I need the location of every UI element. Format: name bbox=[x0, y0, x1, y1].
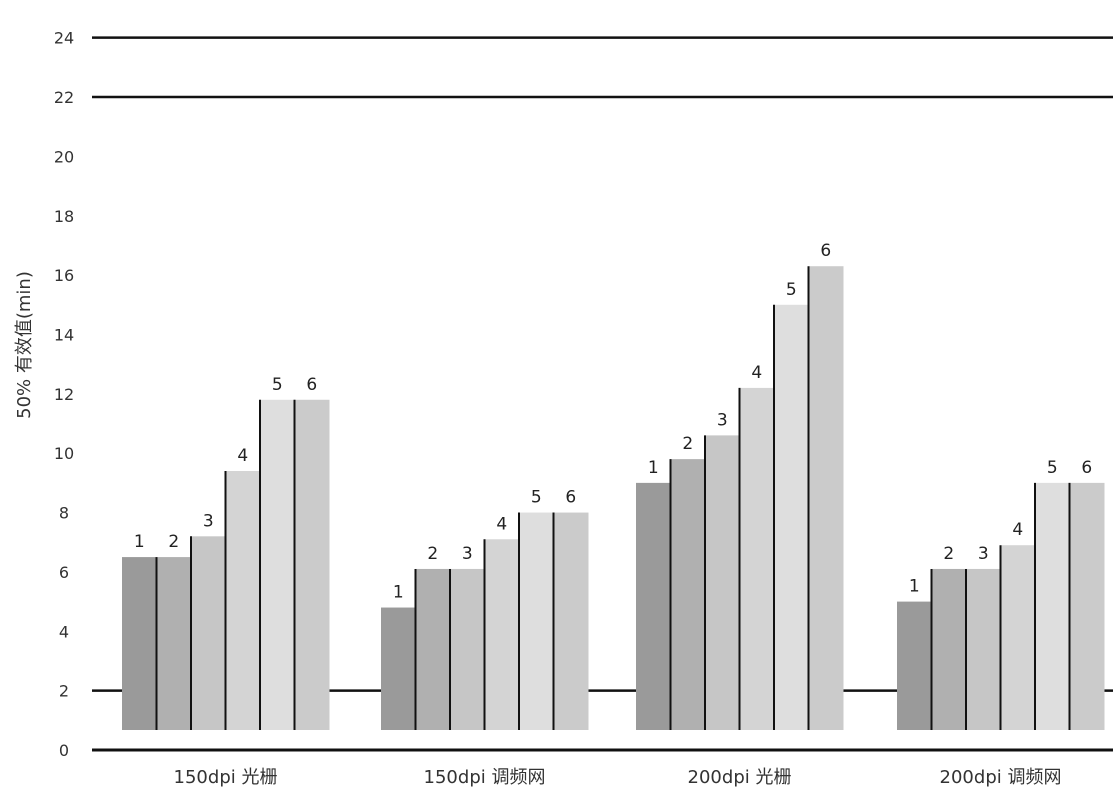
bar-label: 6 bbox=[820, 241, 831, 261]
bar bbox=[381, 607, 416, 730]
y-tick-label: 0 bbox=[59, 741, 69, 760]
bar bbox=[553, 512, 589, 730]
category-label: 150dpi 光栅 bbox=[174, 767, 278, 788]
bar bbox=[774, 304, 809, 730]
bar-label: 1 bbox=[134, 532, 145, 552]
bar-label: 1 bbox=[909, 577, 920, 597]
bar bbox=[122, 557, 157, 730]
bar-label: 5 bbox=[272, 375, 283, 395]
bar bbox=[450, 568, 485, 730]
bar bbox=[191, 536, 226, 730]
bar-label: 1 bbox=[393, 583, 404, 603]
y-tick-label: 6 bbox=[59, 563, 69, 582]
bar-label: 2 bbox=[427, 544, 438, 564]
bar bbox=[931, 568, 967, 730]
bar bbox=[156, 557, 192, 730]
y-tick-label: 20 bbox=[54, 147, 74, 166]
bar bbox=[484, 539, 520, 730]
bar-label: 6 bbox=[306, 375, 317, 395]
category-label: 200dpi 调频网 bbox=[940, 767, 1062, 788]
bar bbox=[1035, 482, 1070, 730]
y-tick-label: 10 bbox=[54, 444, 74, 463]
bar-label: 6 bbox=[1081, 458, 1092, 478]
bar bbox=[519, 512, 554, 730]
y-tick-label: 24 bbox=[54, 29, 74, 48]
bar bbox=[808, 266, 844, 730]
bar bbox=[636, 482, 671, 730]
bar-label: 5 bbox=[531, 488, 542, 508]
bar bbox=[225, 471, 261, 730]
y-tick-label: 12 bbox=[54, 385, 74, 404]
category-label: 150dpi 调频网 bbox=[424, 767, 546, 788]
bar-label: 3 bbox=[717, 410, 728, 430]
category-labels-layer: 150dpi 光栅 150dpi 调频网 200dpi 光栅 200dpi 调频网 bbox=[174, 767, 1062, 788]
bar-label: 2 bbox=[168, 532, 179, 552]
bar bbox=[1000, 545, 1036, 730]
bar-label: 1 bbox=[648, 458, 659, 478]
y-axis-label: 50% 有效值(min) bbox=[14, 271, 35, 419]
bar-label: 6 bbox=[565, 488, 576, 508]
bar bbox=[705, 435, 740, 730]
bar-labels-layer: 1 2 3 4 5 6 1 2 3 4 5 6 1 2 3 4 5 6 1 2 3 4 5 6 bbox=[134, 241, 1092, 602]
bar bbox=[260, 399, 295, 730]
y-tick-label: 4 bbox=[59, 622, 69, 641]
bar-label: 3 bbox=[462, 544, 473, 564]
bar-label: 4 bbox=[1012, 520, 1023, 540]
y-tick-label: 2 bbox=[59, 682, 69, 701]
bar-label: 4 bbox=[496, 514, 507, 534]
y-tick-label: 22 bbox=[54, 88, 74, 107]
bar bbox=[1069, 482, 1105, 730]
bar-label: 3 bbox=[978, 544, 989, 564]
bar bbox=[897, 601, 932, 730]
bar-label: 5 bbox=[1047, 458, 1058, 478]
bar bbox=[294, 399, 330, 730]
bar-label: 5 bbox=[786, 280, 797, 300]
y-tick-label: 8 bbox=[59, 504, 69, 523]
bars-layer bbox=[122, 266, 1105, 730]
bar bbox=[415, 568, 451, 730]
bar-label: 2 bbox=[682, 434, 693, 454]
bar-label: 4 bbox=[237, 446, 248, 466]
bar bbox=[739, 387, 775, 730]
bar-label: 2 bbox=[943, 544, 954, 564]
y-tick-label: 14 bbox=[54, 325, 74, 344]
y-tick-labels: 02468101214161820222426 bbox=[54, 29, 74, 760]
bar-label: 3 bbox=[203, 511, 214, 531]
y-tick-label: 16 bbox=[54, 266, 74, 285]
category-label: 200dpi 光栅 bbox=[688, 767, 792, 788]
bar-label: 4 bbox=[751, 363, 762, 383]
y-tick-label: 18 bbox=[54, 207, 74, 226]
bar bbox=[966, 568, 1001, 730]
bar bbox=[670, 459, 706, 730]
